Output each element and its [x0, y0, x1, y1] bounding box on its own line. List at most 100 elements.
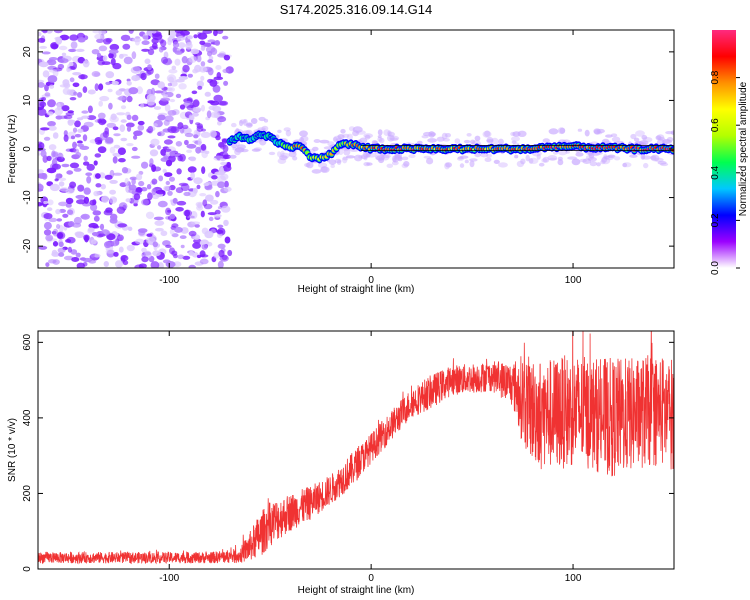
snr-y-tick-label: 400 [22, 409, 33, 426]
noise-speckle [208, 105, 216, 111]
noise-speckle [68, 61, 74, 67]
noise-speckle [186, 149, 193, 153]
noise-speckle [107, 88, 113, 93]
snr-plot-area [38, 331, 674, 565]
halo-speckle [536, 153, 541, 160]
noise-speckle [197, 85, 203, 90]
noise-speckle [38, 82, 45, 88]
snr-x-tick-label: 0 [368, 573, 374, 584]
noise-speckle [155, 189, 166, 195]
halo-speckle [377, 129, 383, 136]
noise-speckle [173, 253, 178, 259]
noise-speckle [55, 208, 61, 215]
halo-speckle [320, 166, 328, 173]
noise-speckle [213, 213, 222, 218]
halo-speckle [277, 129, 282, 134]
noise-speckle [74, 120, 81, 128]
halo-speckle [247, 123, 253, 127]
noise-speckle [72, 82, 80, 88]
noise-speckle [105, 81, 111, 86]
noise-speckle [188, 251, 195, 256]
noise-speckle [204, 230, 214, 239]
noise-speckle [165, 261, 176, 268]
noise-speckle [46, 167, 57, 174]
noise-speckle [52, 151, 59, 158]
noise-speckle [43, 213, 53, 220]
noise-speckle [175, 141, 183, 147]
halo-speckle [582, 158, 592, 164]
halo-speckle [457, 156, 464, 161]
noise-speckle [196, 80, 204, 88]
noise-speckle [95, 173, 101, 179]
halo-speckle [469, 160, 475, 168]
noise-speckle [169, 176, 175, 182]
noise-speckle [63, 134, 69, 142]
noise-speckle [192, 107, 202, 112]
noise-speckle [135, 187, 143, 193]
noise-speckle [199, 40, 206, 45]
noise-speckle [217, 243, 226, 249]
noise-speckle [48, 69, 58, 73]
noise-speckle [134, 264, 144, 268]
halo-speckle [459, 155, 469, 159]
noise-speckle [46, 111, 54, 116]
halo-speckle [557, 127, 566, 135]
halo-speckle [408, 154, 416, 159]
halo-speckle [454, 138, 461, 144]
noise-speckle [182, 255, 191, 260]
noise-speckle [55, 37, 63, 45]
halo-speckle [484, 130, 491, 137]
noise-speckle [223, 80, 229, 86]
noise-speckle [112, 172, 123, 176]
noise-speckle [215, 190, 220, 198]
halo-speckle [575, 152, 584, 157]
noise-speckle [137, 124, 145, 131]
halo-speckle [514, 154, 519, 159]
noise-speckle [40, 127, 50, 131]
noise-speckle [149, 158, 154, 166]
noise-speckle [147, 64, 152, 71]
noise-speckle [219, 100, 229, 106]
noise-speckle [138, 180, 145, 187]
halo-speckle [463, 139, 471, 144]
noise-speckle [91, 225, 100, 229]
noise-speckle [38, 202, 43, 207]
noise-speckle [203, 182, 210, 187]
halo-speckle [547, 155, 558, 161]
noise-speckle [206, 110, 212, 119]
noise-speckle [43, 229, 52, 236]
noise-speckle [152, 250, 161, 257]
noise-speckle [213, 76, 224, 81]
noise-speckle [89, 199, 97, 206]
halo-speckle [363, 155, 368, 161]
noise-speckle [93, 253, 101, 258]
noise-speckle [126, 78, 131, 82]
noise-speckle [115, 90, 123, 96]
noise-speckle [215, 65, 222, 70]
noise-speckle [38, 31, 42, 37]
noise-speckle [116, 112, 126, 116]
noise-speckle [151, 30, 157, 34]
noise-speckle [225, 162, 231, 168]
halo-speckle [525, 154, 530, 162]
noise-speckle [92, 30, 103, 34]
noise-speckle [72, 127, 78, 133]
noise-speckle [162, 240, 171, 247]
noise-speckle [69, 162, 80, 169]
halo-speckle [363, 133, 374, 139]
noise-speckle [131, 146, 138, 152]
halo-speckle [392, 157, 399, 163]
noise-speckle [192, 99, 200, 108]
halo-speckle [320, 166, 330, 173]
noise-speckle [51, 251, 60, 257]
noise-speckle [134, 238, 145, 245]
halo-speckle [299, 136, 304, 143]
noise-speckle [163, 185, 170, 192]
halo-speckle [486, 153, 492, 158]
halo-speckle [511, 140, 517, 144]
noise-speckle [127, 226, 133, 231]
noise-speckle [214, 155, 224, 159]
noise-speckle [164, 115, 174, 122]
noise-speckle [96, 52, 102, 58]
